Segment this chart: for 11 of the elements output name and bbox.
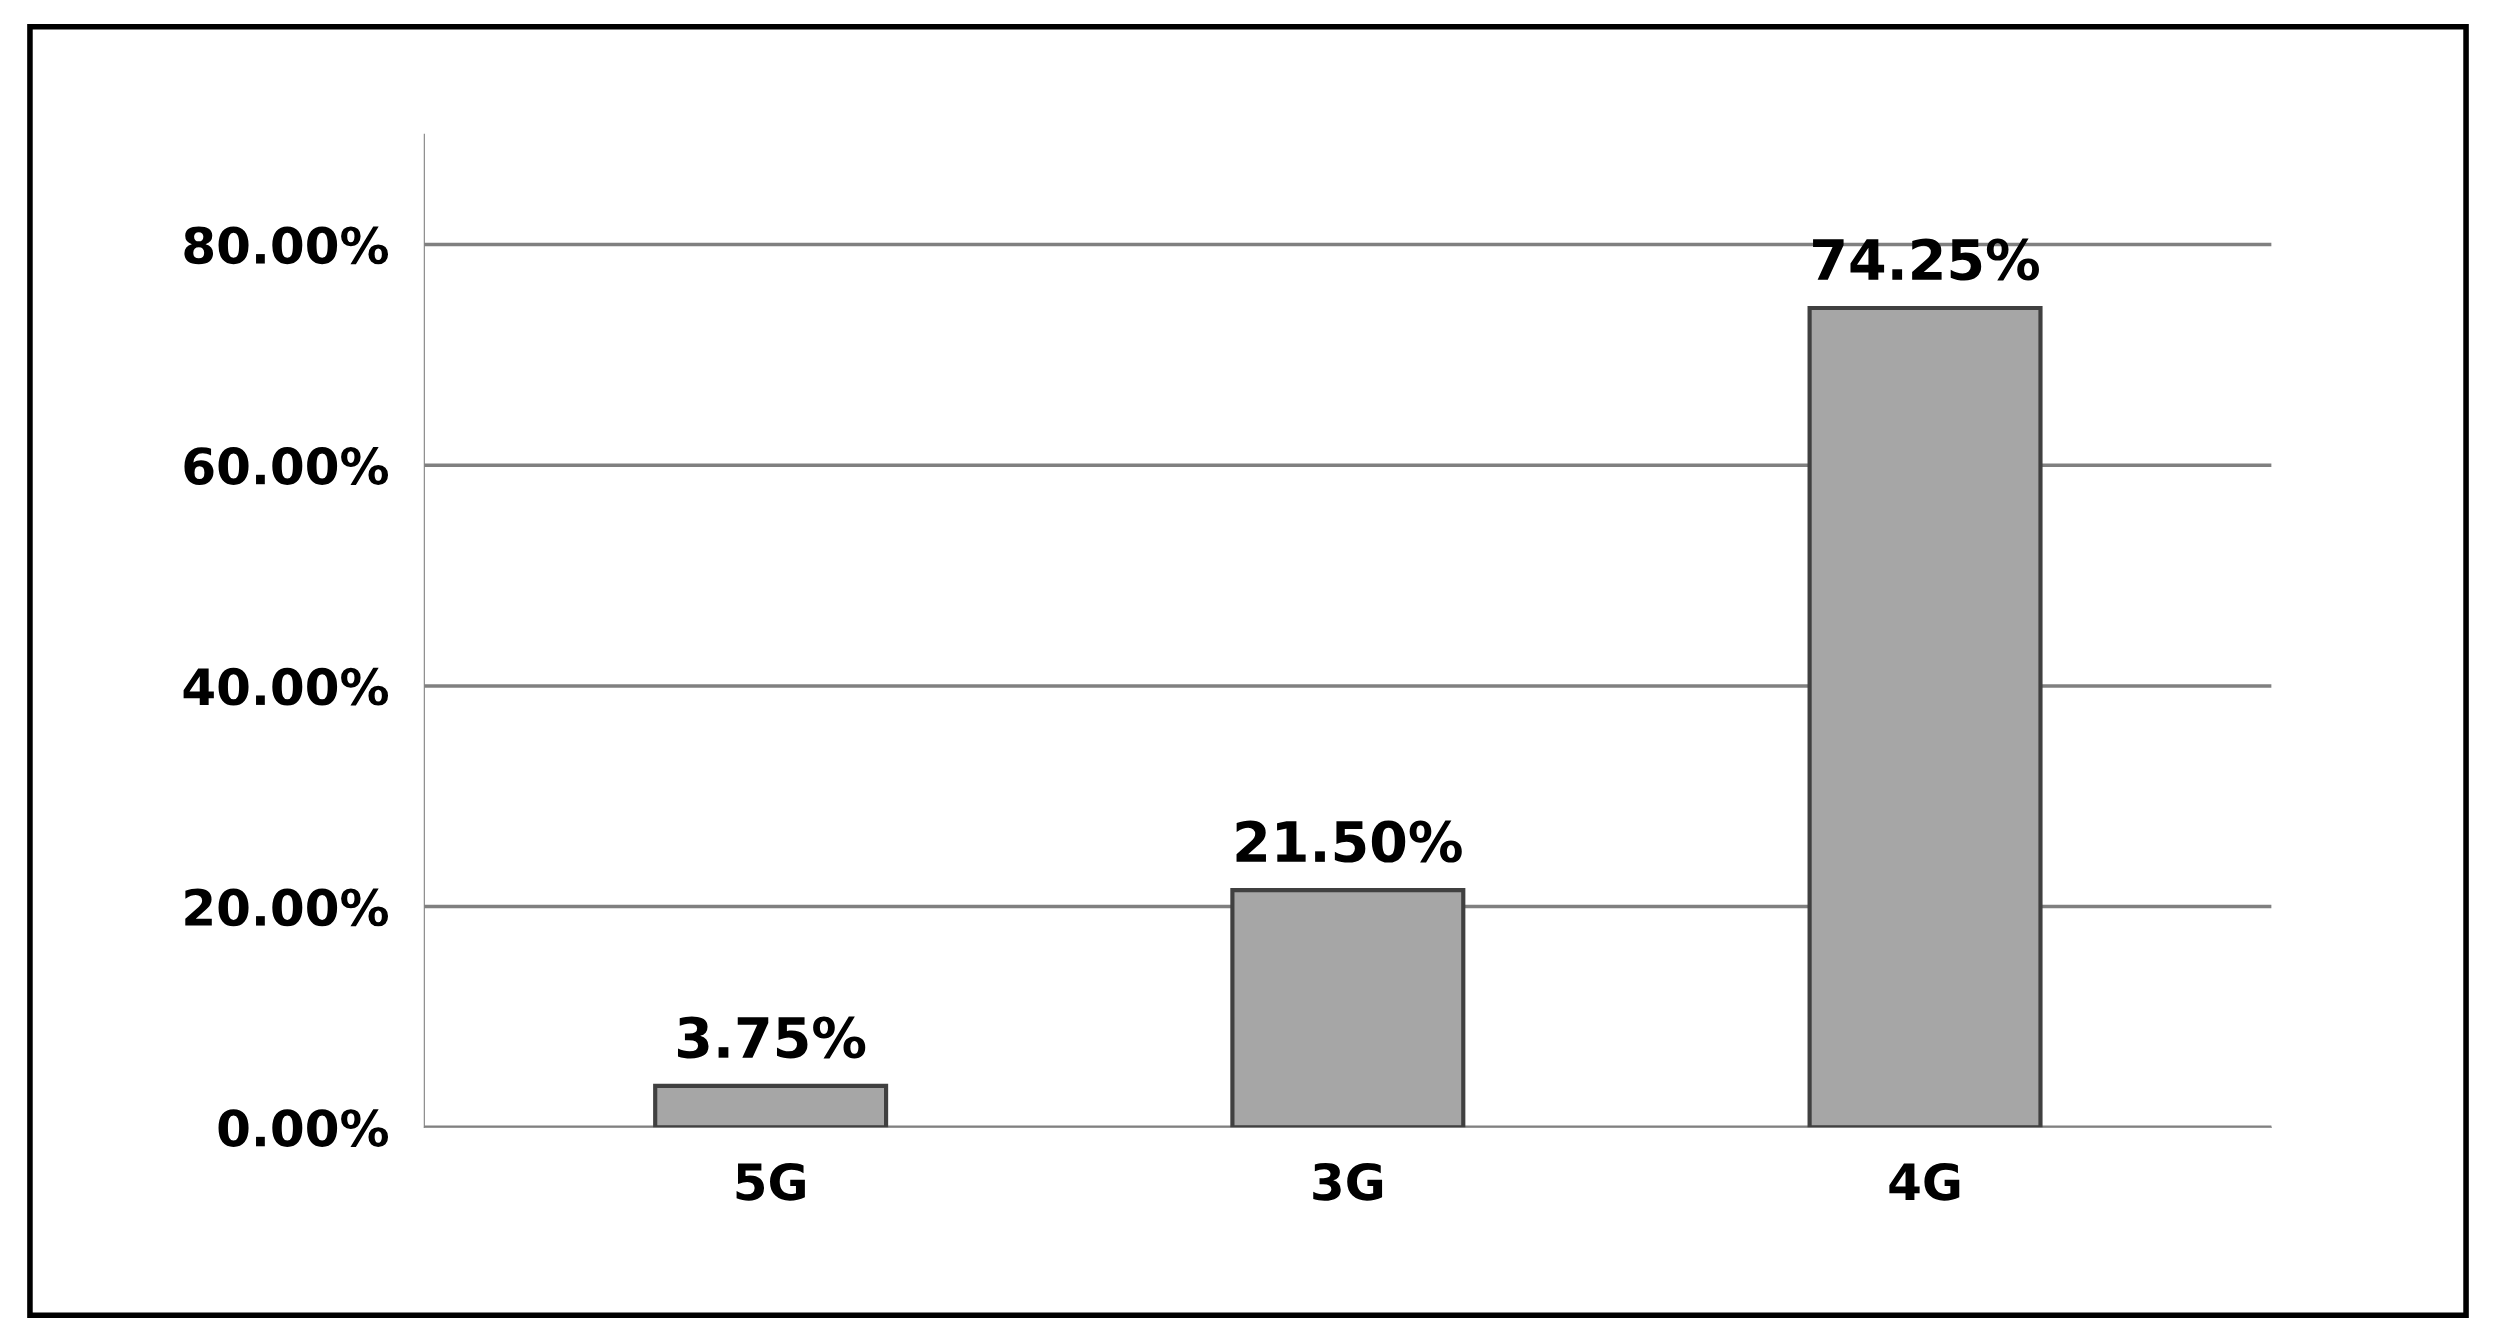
y-tick-label: 60.00% [184, 447, 389, 485]
y-tick-label: 20.00% [185, 888, 389, 927]
y-tick-label: 40.00% [183, 667, 389, 706]
x-tick-label: 4G [1889, 1162, 1960, 1201]
data-label: 3.75% [677, 1016, 866, 1059]
data-label: 74.25% [1813, 238, 2039, 281]
y-tick-label: 0.00% [218, 1109, 389, 1147]
y-tick-label: 80.00% [184, 226, 389, 265]
x-tick-label: 5G [736, 1162, 805, 1201]
x-tick-label: 3G [1313, 1162, 1383, 1201]
data-label: 21.50% [1236, 820, 1462, 863]
